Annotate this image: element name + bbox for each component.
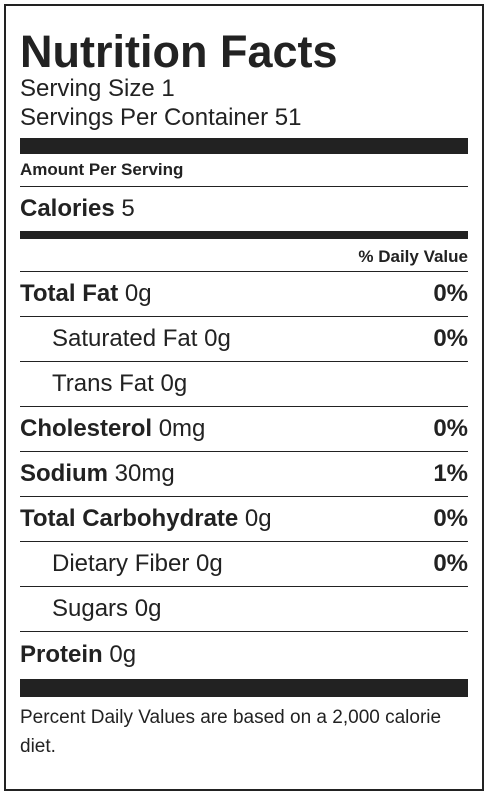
nutrient-daily-value: 0% xyxy=(433,550,468,577)
bottom-divider xyxy=(20,679,468,697)
nutrient-amount: 30mg xyxy=(114,460,175,487)
nutrient-name: Total Carbohydrate 0g xyxy=(20,505,272,533)
nutrient-name: Trans Fat 0g xyxy=(20,370,187,398)
nutrient-amount: 0g xyxy=(124,280,152,307)
nutrient-name: Saturated Fat 0g xyxy=(20,325,231,353)
calories-row: Calories 5 xyxy=(20,187,468,231)
nutrient-row: Sodium 30mg 1% xyxy=(20,452,468,497)
nutrient-name: Sodium 30mg xyxy=(20,460,175,488)
nutrient-row: Total Carbohydrate 0g 0% xyxy=(20,497,468,542)
nutrient-daily-value: 0% xyxy=(433,325,468,352)
nutrient-label: Trans Fat xyxy=(52,370,154,397)
serving-size: Serving Size 1 xyxy=(20,75,175,102)
nutrient-amount: 0g xyxy=(204,325,231,352)
nutrient-row: Dietary Fiber 0g 0% xyxy=(20,542,468,587)
nutrient-amount: 0g xyxy=(244,505,272,532)
nutrient-row: Saturated Fat 0g 0% xyxy=(20,317,468,362)
nutrient-row: Trans Fat 0g xyxy=(20,362,468,407)
nutrient-label: Cholesterol xyxy=(20,415,153,442)
nutrient-amount: 0g xyxy=(160,370,188,397)
nutrient-row: Protein 0g xyxy=(20,632,468,677)
nutrient-name: Sugars 0g xyxy=(20,595,161,623)
nutrient-name: Total Fat 0g xyxy=(20,280,152,308)
footnote: Percent Daily Values are based on a 2,00… xyxy=(20,707,442,757)
daily-value-header: % Daily Value xyxy=(20,239,468,272)
nutrient-row: Sugars 0g xyxy=(20,587,468,632)
servings-per-container: Servings Per Container 51 xyxy=(20,104,302,131)
nutrient-list: Total Fat 0g 0% Saturated Fat 0g 0% Trans Fa… xyxy=(20,272,468,677)
nutrient-amount: 0g xyxy=(196,550,223,577)
nutrient-label: Saturated Fat xyxy=(52,325,198,352)
nutrient-row: Total Fat 0g 0% xyxy=(20,272,468,317)
nutrient-label: Sugars xyxy=(52,595,129,622)
amount-per-serving: Amount Per Serving xyxy=(20,154,468,187)
nutrient-row: Cholesterol 0mg 0% xyxy=(20,407,468,452)
calories-label: Calories xyxy=(20,195,115,222)
nutrient-label: Protein xyxy=(20,640,103,668)
nutrient-amount: 0g xyxy=(134,595,162,622)
nutrient-daily-value: 0% xyxy=(433,415,468,442)
nutrient-daily-value: 0% xyxy=(433,280,468,307)
medium-divider xyxy=(20,231,468,239)
nutrient-daily-value: 1% xyxy=(433,460,468,487)
nutrient-name: Cholesterol 0mg xyxy=(20,415,205,443)
label-title: Nutrition Facts xyxy=(20,26,338,77)
nutrition-facts-label: Nutrition Facts Serving Size 1 Servings … xyxy=(4,4,484,791)
nutrient-name: Protein 0g xyxy=(20,641,136,669)
nutrient-label: Total Carbohydrate xyxy=(20,505,239,532)
thick-divider xyxy=(20,138,468,154)
nutrient-label: Dietary Fiber xyxy=(52,550,190,577)
nutrient-amount: 0g xyxy=(109,640,137,668)
nutrient-label: Sodium xyxy=(20,460,108,487)
nutrient-name: Dietary Fiber 0g xyxy=(20,550,223,578)
nutrient-label: Total Fat xyxy=(20,280,119,307)
nutrient-daily-value: 0% xyxy=(433,505,468,532)
nutrient-amount: 0mg xyxy=(158,415,206,442)
calories-value: 5 xyxy=(121,195,135,222)
